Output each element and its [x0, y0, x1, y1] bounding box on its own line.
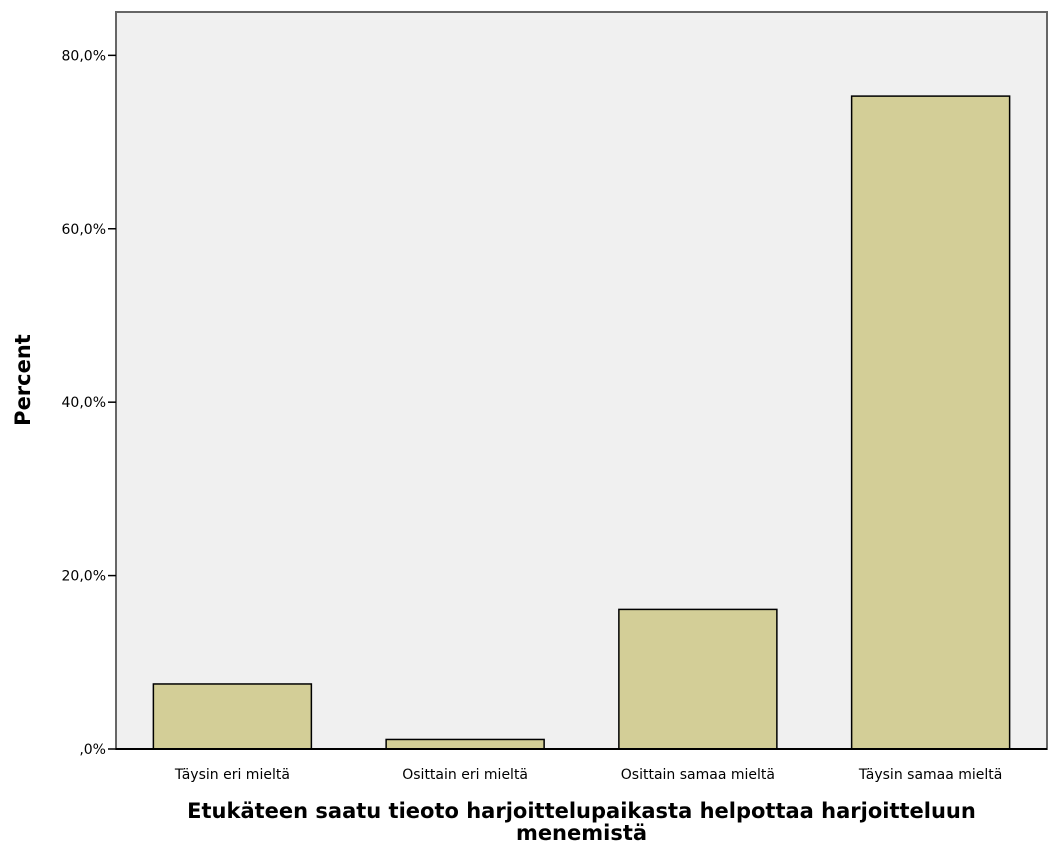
y-tick-label: 40,0%: [62, 395, 106, 411]
bar: [385, 738, 545, 750]
y-tick-label: 80,0%: [62, 48, 106, 64]
x-axis-title-line-2: menemistä: [516, 821, 647, 845]
y-tick-label: 20,0%: [62, 569, 106, 585]
y-tick-label: ,0%: [79, 742, 106, 758]
bar: [618, 608, 778, 750]
x-tick-label: Osittain eri mieltä: [402, 767, 528, 783]
x-tick-label: Täysin samaa mieltä: [858, 767, 1003, 783]
bars-group: [152, 95, 1011, 750]
x-tick-label: Osittain samaa mieltä: [621, 767, 775, 783]
x-axis-title-line-1: Etukäteen saatu tieoto harjoittelupaikas…: [187, 799, 976, 823]
y-axis-title: Percent: [11, 334, 35, 426]
bar: [152, 683, 313, 750]
x-tick-label: Täysin eri mieltä: [174, 767, 290, 783]
bar: [850, 95, 1011, 750]
x-axis: Täysin eri mieltä Osittain eri mieltä Osit…: [116, 748, 1047, 783]
y-tick-label: 60,0%: [62, 222, 106, 238]
y-axis: ,0% 20,0% 40,0% 60,0% 80,0%: [62, 48, 116, 758]
